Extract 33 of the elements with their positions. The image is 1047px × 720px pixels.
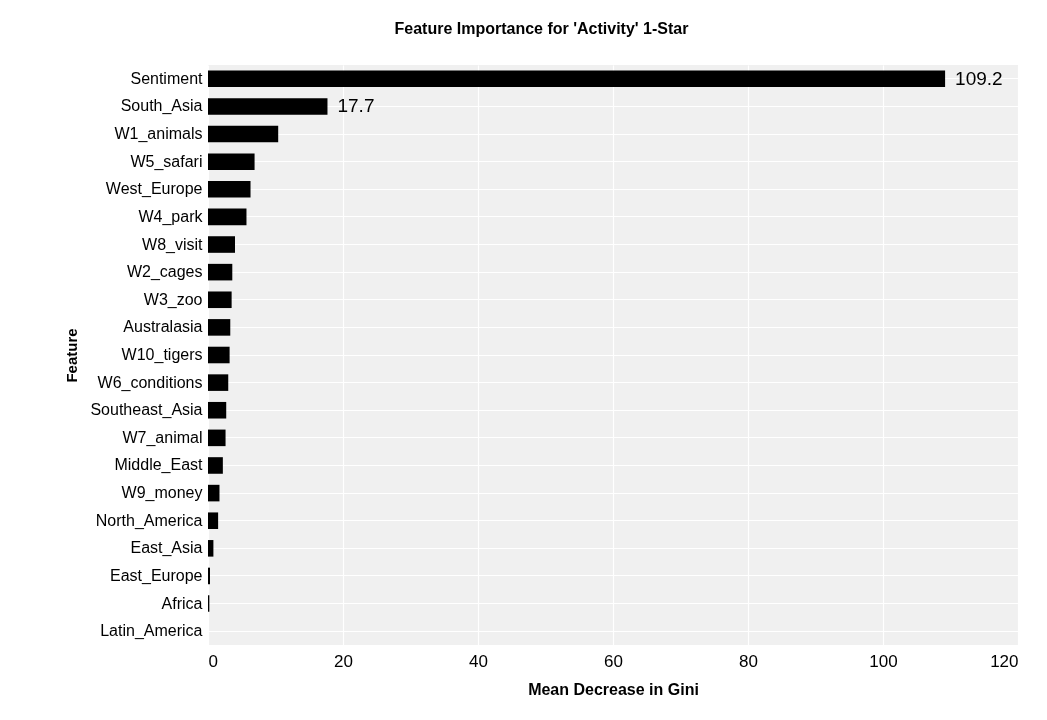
y-tick-label: East_Europe — [109, 566, 203, 585]
y-tick-label: Latin_America — [100, 622, 203, 641]
y-tick-label: North_America — [95, 511, 203, 530]
y-tick-label: W7_animal — [122, 428, 203, 447]
y-tick-label: W9_money — [121, 484, 203, 503]
y-tick-label: W5_safari — [130, 152, 203, 171]
y-tick-label: East_Asia — [130, 539, 203, 558]
data-label: 109.2 — [955, 67, 1003, 89]
chart-title: Feature Importance for 'Activity' 1-Star — [394, 20, 689, 37]
y-tick-label: Australasia — [123, 318, 203, 336]
y-tick-label: W10_tigers — [121, 346, 203, 364]
x-tick-label: 40 — [469, 651, 488, 671]
y-tick-label: W8_visit — [142, 235, 204, 254]
y-tick-label: South_Asia — [120, 97, 203, 116]
x-tick-label: 120 — [990, 651, 1019, 671]
y-tick-label: Middle_East — [114, 456, 204, 475]
x-tick-label: 100 — [869, 651, 898, 671]
x-tick-label: 80 — [739, 651, 758, 671]
y-tick-label: W3_zoo — [143, 290, 203, 309]
y-tick-label: W4_park — [138, 207, 204, 226]
y-tick-label: West_Europe — [105, 180, 203, 199]
y-tick-label: Sentiment — [130, 69, 204, 87]
y-tick-label: W1_animals — [114, 125, 203, 144]
x-tick-label: 20 — [334, 651, 353, 671]
data-label: 17.7 — [337, 95, 375, 117]
y-axis-title: Feature — [63, 328, 81, 383]
x-tick-label: 60 — [604, 651, 623, 671]
x-axis-title: Mean Decrease in Gini — [528, 680, 699, 698]
x-tick-label: 0 — [208, 651, 218, 671]
y-tick-label: Southeast_Asia — [90, 401, 203, 420]
y-tick-label: Africa — [161, 594, 203, 612]
y-tick-label: W6_conditions — [97, 373, 203, 392]
y-tick-label: W2_cages — [126, 263, 203, 282]
